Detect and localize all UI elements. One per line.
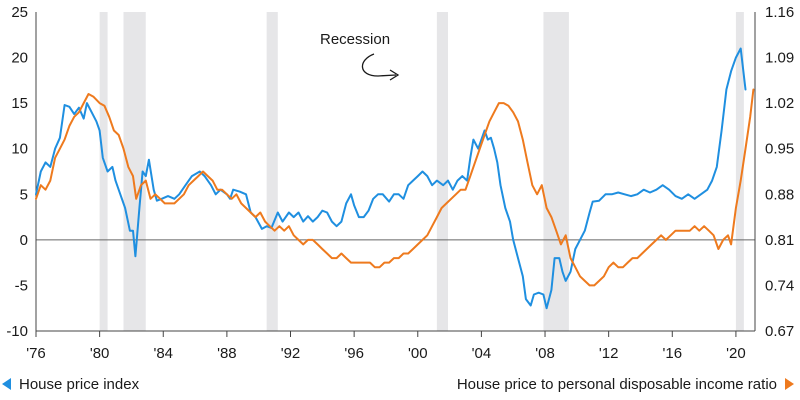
- left-arrow-icon: [2, 378, 11, 390]
- right-tick-label: 1.16: [765, 4, 794, 21]
- recession-annotation: Recession: [320, 31, 400, 81]
- right-tick-label: 0.67: [765, 323, 794, 340]
- x-tick-label: '76: [26, 345, 46, 362]
- series-lines: [35, 47, 755, 310]
- left-tick-label: -10: [6, 323, 28, 340]
- recession-band: [735, 12, 744, 331]
- x-tick-label: '96: [344, 345, 364, 362]
- x-tick-label: '80: [90, 345, 110, 362]
- x-tick-label: '04: [472, 345, 492, 362]
- left-tick-label: 25: [11, 4, 28, 21]
- x-tick-label: '88: [217, 345, 237, 362]
- legend-label-price-income-ratio: House price to personal disposable incom…: [456, 375, 777, 393]
- recession-band: [266, 12, 278, 331]
- x-tick-label: '12: [599, 345, 619, 362]
- left-tick-label: -5: [15, 277, 28, 294]
- recession-annotation-label: Recession: [320, 31, 390, 48]
- right-arrow-icon: [785, 378, 794, 390]
- annotation-arrow: [361, 53, 397, 77]
- legend-label-house-price-index: House price index: [19, 375, 140, 393]
- left-tick-label: 15: [11, 95, 28, 112]
- legend-right: House price to personal disposable incom…: [457, 372, 794, 396]
- right-axis: 0.67 0.74 0.81 0.88 0.95 1.02 1.09 1.16: [754, 4, 794, 340]
- recession-band: [436, 12, 448, 331]
- right-tick-label: 0.74: [765, 277, 794, 294]
- recession-band: [123, 12, 146, 331]
- x-tick-label: '00: [408, 345, 428, 362]
- legend-left: House price index: [2, 372, 139, 396]
- recession-band: [543, 12, 569, 331]
- x-tick-label: '20: [726, 345, 746, 362]
- series-line-price-income-ratio: [35, 88, 755, 287]
- right-tick-label: 1.02: [765, 95, 794, 112]
- right-tick-label: 1.09: [765, 50, 794, 67]
- x-tick-label: '08: [535, 345, 555, 362]
- left-tick-label: 10: [11, 141, 28, 158]
- recession-band: [99, 12, 108, 331]
- left-tick-label: 0: [20, 232, 28, 249]
- x-axis: '76 '80 '84 '88 '92 '96 '00 '04 '08 '12 '16 '20: [26, 330, 755, 362]
- line-chart: -10 -5 0 5 10 15 20 25 0.67 0.74 0.81 0.88 0.95 1.02…: [6, 4, 794, 362]
- left-tick-label: 5: [20, 186, 28, 203]
- right-tick-label: 0.81: [765, 232, 794, 249]
- x-tick-label: '16: [663, 345, 683, 362]
- left-tick-label: 20: [11, 50, 28, 67]
- x-tick-label: '84: [153, 345, 173, 362]
- x-tick-label: '92: [281, 345, 301, 362]
- right-tick-label: 0.88: [765, 186, 794, 203]
- annotation-arrowhead-icon: [389, 69, 400, 81]
- right-tick-label: 0.95: [765, 141, 794, 158]
- left-axis: -10 -5 0 5 10 15 20 25: [6, 4, 37, 340]
